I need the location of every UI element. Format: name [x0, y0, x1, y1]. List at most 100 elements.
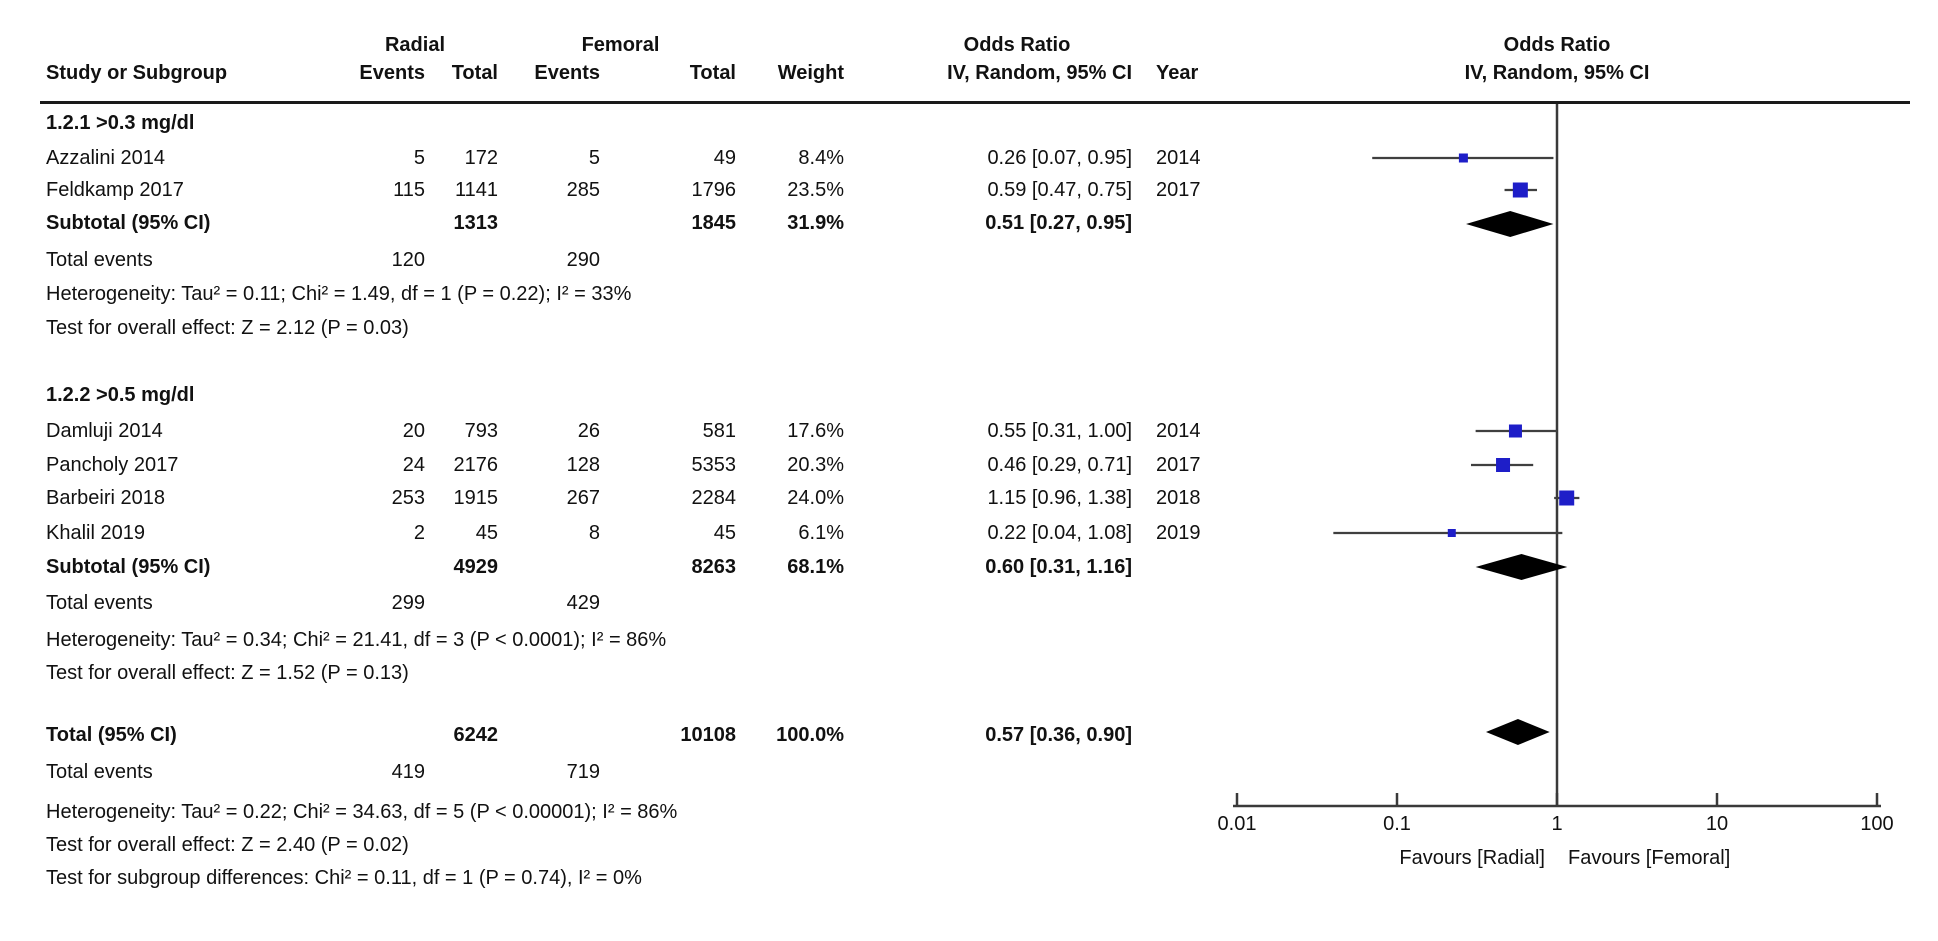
heterogeneity-text: Heterogeneity: Tau² = 0.11; Chi² = 1.49,… — [46, 283, 632, 305]
femoral-events-cell: 26 — [577, 420, 600, 442]
total-events-row: Total events 299 429 — [0, 587, 1938, 619]
year-cell: 2018 — [1156, 487, 1201, 509]
radial-events-cell: 24 — [402, 454, 425, 476]
study-row: Khalil 2019 2 45 8 45 6.1% 0.22 [0.04, 1… — [0, 517, 1938, 549]
study-row: Damluji 2014 20 793 26 581 17.6% 0.55 [0… — [0, 415, 1938, 447]
femoral-events-cell: 128 — [566, 454, 600, 476]
method-header: IV, Random, 95% CI — [947, 62, 1132, 84]
total-events-label: Total events — [46, 592, 153, 614]
total-events-row: Total events 419 719 — [0, 756, 1938, 788]
axis-tick-label: 100 — [1860, 813, 1894, 835]
femoral-events-cell: 267 — [566, 487, 600, 509]
study-row: Pancholy 2017 24 2176 128 5353 20.3% 0.4… — [0, 449, 1938, 481]
subtotal-label: Subtotal (95% CI) — [46, 556, 211, 578]
femoral-total-cell: 1796 — [691, 179, 737, 201]
radial-total-cell: 6242 — [453, 724, 499, 746]
ci-cell: 0.46 [0.29, 0.71] — [987, 454, 1132, 476]
ci-cell: 0.22 [0.04, 1.08] — [987, 522, 1132, 544]
femoral-events-cell: 719 — [566, 761, 600, 783]
ci-cell: 1.15 [0.96, 1.38] — [987, 487, 1132, 509]
column-header-row: Study or Subgroup Events Total Events To… — [0, 57, 1938, 89]
subgroup-difference-row: Test for subgroup differences: Chi² = 0.… — [0, 862, 1938, 894]
study-row: Feldkamp 2017 115 1141 285 1796 23.5% 0.… — [0, 174, 1938, 206]
total-events-label: Total events — [46, 761, 153, 783]
radial-events-cell: 253 — [391, 487, 425, 509]
femoral-total-cell: 1845 — [691, 212, 737, 234]
axis-tick-label: 10 — [1705, 813, 1729, 835]
radial-events-cell: 20 — [402, 420, 425, 442]
study-name: Barbeiri 2018 — [46, 487, 165, 509]
subgroup-difference-text: Test for subgroup differences: Chi² = 0.… — [46, 867, 642, 889]
study-name: Feldkamp 2017 — [46, 179, 184, 201]
radial-events-cell: 115 — [393, 179, 425, 201]
femoral-total-cell: 581 — [702, 420, 736, 442]
weight-cell: 6.1% — [798, 522, 844, 544]
radial-total-cell: 45 — [475, 522, 498, 544]
femoral-events-cell: 8 — [588, 522, 600, 544]
overall-effect-text: Test for overall effect: Z = 1.52 (P = 0… — [46, 662, 409, 684]
heterogeneity-row: Heterogeneity: Tau² = 0.22; Chi² = 34.63… — [0, 796, 1938, 828]
femoral-events-header: Events — [534, 62, 600, 84]
total-row: Total (95% CI) 6242 10108 100.0% 0.57 [0… — [0, 719, 1938, 751]
radial-events-header: Events — [359, 62, 425, 84]
study-row: Barbeiri 2018 253 1915 267 2284 24.0% 1.… — [0, 482, 1938, 514]
subtotal-row: Subtotal (95% CI) 4929 8263 68.1% 0.60 [… — [0, 551, 1938, 583]
study-name: Azzalini 2014 — [46, 147, 165, 169]
ci-cell: 0.60 [0.31, 1.16] — [985, 556, 1132, 578]
femoral-total-cell: 5353 — [691, 454, 737, 476]
weight-header: Weight — [777, 62, 844, 84]
femoral-total-cell: 2284 — [691, 487, 737, 509]
subgroup-2-label: 1.2.2 >0.5 mg/dl — [46, 384, 195, 406]
axis-tick-label: 0.01 — [1217, 813, 1257, 835]
femoral-total-cell: 10108 — [680, 724, 736, 746]
heterogeneity-row: Heterogeneity: Tau² = 0.11; Chi² = 1.49,… — [0, 278, 1938, 310]
radial-total-cell: 2176 — [453, 454, 499, 476]
radial-total-header: Total — [451, 62, 498, 84]
radial-total-cell: 1313 — [453, 212, 499, 234]
weight-cell: 24.0% — [787, 487, 844, 509]
subtotal-label: Subtotal (95% CI) — [46, 212, 211, 234]
subtotal-row: Subtotal (95% CI) 1313 1845 31.9% 0.51 [… — [0, 207, 1938, 239]
study-name: Khalil 2019 — [46, 522, 145, 544]
radial-events-cell: 2 — [413, 522, 425, 544]
study-name: Damluji 2014 — [46, 420, 163, 442]
radial-total-cell: 1141 — [454, 179, 498, 201]
femoral-total-cell: 49 — [713, 147, 736, 169]
study-column-header: Study or Subgroup — [46, 62, 228, 84]
radial-events-cell: 120 — [391, 249, 425, 271]
radial-total-cell: 172 — [464, 147, 498, 169]
weight-cell: 31.9% — [787, 212, 844, 234]
header-rule — [40, 101, 1910, 104]
study-row: Azzalini 2014 5 172 5 49 8.4% 0.26 [0.07… — [0, 142, 1938, 174]
overall-effect-text: Test for overall effect: Z = 2.12 (P = 0… — [46, 317, 409, 339]
radial-events-cell: 5 — [413, 147, 425, 169]
overall-effect-row: Test for overall effect: Z = 1.52 (P = 0… — [0, 657, 1938, 689]
subgroup-2-title: 1.2.2 >0.5 mg/dl — [0, 379, 1938, 411]
weight-cell: 23.5% — [787, 179, 844, 201]
subgroup-1-title: 1.2.1 >0.3 mg/dl — [0, 107, 1938, 139]
ci-cell: 0.55 [0.31, 1.00] — [987, 420, 1132, 442]
year-cell: 2017 — [1156, 179, 1201, 201]
total-events-label: Total events — [46, 249, 153, 271]
favours-right-label: Favours [Femoral] — [1568, 847, 1731, 869]
heterogeneity-text: Heterogeneity: Tau² = 0.22; Chi² = 34.63… — [46, 801, 678, 823]
femoral-events-cell: 429 — [566, 592, 600, 614]
subgroup-1-label: 1.2.1 >0.3 mg/dl — [46, 112, 195, 134]
year-cell: 2014 — [1156, 147, 1201, 169]
axis-tick-label: 0.1 — [1383, 813, 1411, 835]
femoral-events-cell: 285 — [566, 179, 600, 201]
radial-total-cell: 1915 — [453, 487, 499, 509]
femoral-total-cell: 8263 — [691, 556, 737, 578]
header-group-row: Radial Femoral Odds Ratio Odds Ratio — [0, 29, 1938, 61]
radial-group-header: Radial — [384, 34, 446, 56]
year-cell: 2014 — [1156, 420, 1201, 442]
total-label: Total (95% CI) — [46, 724, 177, 746]
weight-cell: 20.3% — [787, 454, 844, 476]
year-cell: 2019 — [1156, 522, 1201, 544]
plot-title: Odds Ratio — [1503, 34, 1611, 56]
heterogeneity-text: Heterogeneity: Tau² = 0.34; Chi² = 21.41… — [46, 629, 667, 651]
total-events-row: Total events 120 290 — [0, 244, 1938, 276]
favours-left-label: Favours [Radial] — [1399, 847, 1545, 869]
ci-cell: 0.59 [0.47, 0.75] — [987, 179, 1132, 201]
